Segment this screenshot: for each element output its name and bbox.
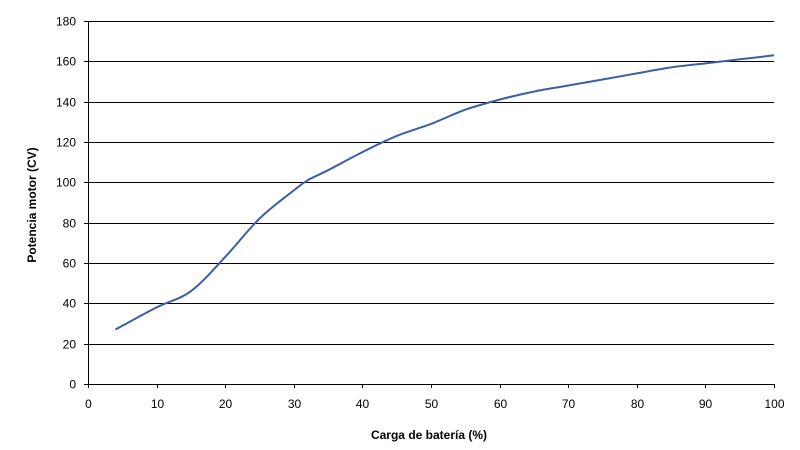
x-tick-label-100: 100 — [764, 397, 784, 411]
plot-frame — [88, 21, 774, 385]
y-axis-title: Potencia motor (CV) — [25, 147, 39, 262]
series-layer — [114, 54, 775, 331]
y-tick-label-20: 20 — [63, 338, 77, 352]
y-tick-label-180: 180 — [56, 15, 76, 29]
y-tick-label-80: 80 — [63, 217, 77, 231]
x-tick-label-10: 10 — [151, 397, 165, 411]
y-tick-label-60: 60 — [63, 257, 77, 271]
x-tick-label-30: 30 — [288, 397, 302, 411]
x-axis-title: Carga de batería (%) — [371, 428, 487, 442]
x-tick-label-40: 40 — [356, 397, 370, 411]
x-tick-label-80: 80 — [631, 397, 645, 411]
y-tick-label-120: 120 — [56, 136, 76, 150]
y-tick-label-100: 100 — [56, 176, 76, 190]
y-tick-label-0: 0 — [69, 378, 76, 392]
x-tick-label-90: 90 — [699, 397, 713, 411]
x-tick-label-60: 60 — [494, 397, 508, 411]
y-axis-ticks: 0 20 40 60 80 100 120 140 160 180 — [56, 15, 88, 392]
gridlines — [88, 21, 774, 345]
y-tick-label-140: 140 — [56, 96, 76, 110]
x-tick-label-20: 20 — [219, 397, 233, 411]
y-tick-label-160: 160 — [56, 55, 76, 69]
x-tick-label-70: 70 — [562, 397, 576, 411]
x-tick-label-0: 0 — [85, 397, 92, 411]
x-tick-label-50: 50 — [425, 397, 439, 411]
y-tick-label-40: 40 — [63, 297, 77, 311]
x-axis-ticks: 0 10 20 30 40 50 60 70 80 90 100 — [85, 384, 785, 411]
series-line-0 — [114, 54, 775, 331]
